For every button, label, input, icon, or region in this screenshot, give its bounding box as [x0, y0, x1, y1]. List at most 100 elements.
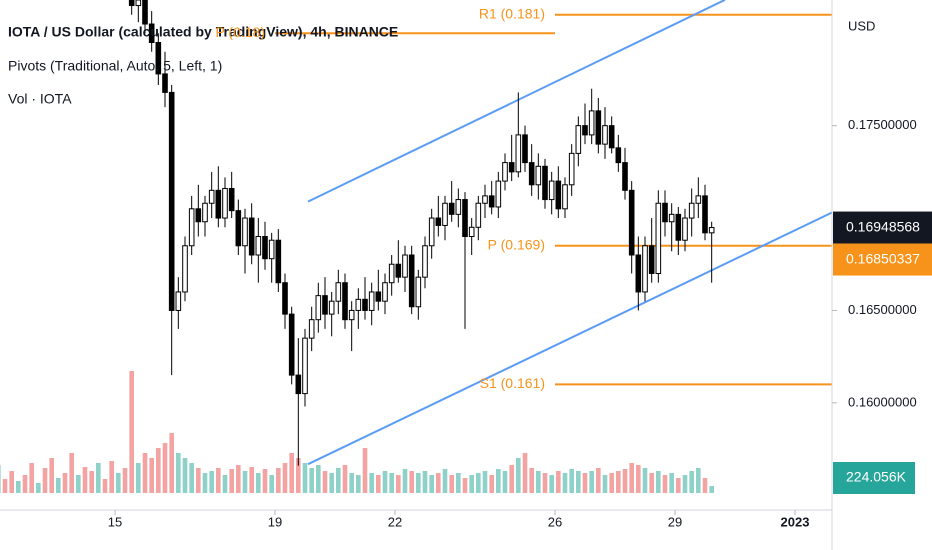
volume-bar	[116, 473, 121, 493]
candle-body	[648, 245, 655, 274]
volume-bar	[262, 469, 268, 493]
volume-bar	[362, 448, 368, 493]
candle-body	[135, 0, 142, 7]
volume-bar	[242, 471, 248, 493]
candle-body	[388, 263, 395, 284]
candle-body	[168, 91, 175, 311]
candle-body	[348, 309, 355, 321]
volume-bar	[569, 469, 574, 493]
volume-bar	[289, 453, 294, 493]
volume-bar	[149, 458, 154, 493]
volume-bar	[176, 453, 181, 493]
volume-bar	[556, 471, 561, 493]
volume-bar	[676, 478, 681, 493]
candle-body	[588, 110, 595, 136]
y-tick-label: 0.16500000	[848, 302, 917, 317]
candle-body	[675, 213, 682, 241]
volume-bar	[576, 471, 581, 493]
candle-body	[468, 226, 475, 238]
candle-body	[515, 134, 522, 173]
volume-bar	[222, 475, 228, 493]
volume-bar	[549, 475, 554, 493]
candle-body	[422, 245, 428, 278]
volume-bar	[129, 371, 134, 493]
volume-bar	[516, 458, 521, 493]
trendline	[307, 211, 832, 466]
volume-bar	[16, 481, 21, 493]
volume-bar	[402, 469, 408, 493]
candle-body	[182, 245, 188, 293]
volume-bar	[62, 473, 68, 493]
volume-bar	[96, 463, 101, 493]
x-tick-label: 19	[268, 514, 282, 529]
plot-area	[0, 0, 832, 493]
volume-bar	[49, 458, 54, 493]
volume-bar	[82, 467, 88, 493]
volume-bar	[162, 443, 168, 493]
volume-bar	[449, 475, 454, 493]
chart-title: IOTA / US Dollar (calculated by TradingV…	[8, 24, 398, 40]
pivot-label: R1 (0.181)	[479, 5, 545, 21]
y-tick-label: 0.17500000	[848, 117, 917, 132]
volume-bar	[709, 485, 714, 493]
last-price-box	[833, 211, 932, 244]
candle-body	[148, 23, 155, 43]
volume-bar	[369, 473, 374, 493]
candle-body	[188, 208, 195, 247]
pivot-price-label: 0.16850337	[846, 250, 920, 266]
volume-bar	[142, 453, 148, 493]
volume-bar	[122, 468, 128, 493]
candle-body	[162, 73, 168, 93]
volume-bar	[302, 463, 308, 493]
candle-body	[555, 180, 562, 210]
x-tick-label: 15	[108, 514, 122, 529]
volume-bar	[702, 478, 708, 493]
candle-body	[522, 134, 528, 164]
volume-bar	[109, 461, 114, 493]
volume-bar	[276, 468, 281, 493]
volume-bar	[169, 433, 174, 493]
candle-body	[128, 0, 135, 7]
candle-body	[395, 263, 402, 278]
volume-bar	[296, 458, 301, 493]
volume-bar	[469, 475, 474, 493]
volume-bar	[629, 463, 634, 493]
candle-body	[668, 213, 675, 223]
candle-body	[295, 374, 302, 395]
candle-body	[682, 217, 688, 241]
volume-bar	[56, 478, 61, 493]
volume-bar	[489, 475, 494, 493]
candle-body	[695, 195, 702, 204]
candle-body	[448, 202, 455, 215]
volume-bar	[329, 473, 334, 493]
volume-bar	[249, 467, 254, 493]
candle-body	[542, 165, 548, 201]
candle-body	[628, 189, 635, 256]
candle-body	[242, 217, 248, 247]
volume-bar	[229, 469, 234, 493]
volume-bar	[389, 473, 394, 493]
candle-body	[642, 245, 648, 293]
candle-body	[508, 162, 515, 173]
candle-body	[428, 217, 435, 247]
candle-body	[562, 184, 568, 210]
volume-bar	[22, 475, 28, 493]
candle-body	[622, 162, 628, 191]
volume-bar	[436, 473, 441, 493]
volume-bar	[656, 471, 661, 493]
candle-body	[202, 202, 208, 223]
candle-body	[635, 254, 642, 293]
candle-body	[155, 42, 162, 75]
candle-body	[708, 227, 715, 234]
volume-bar	[442, 469, 448, 493]
volume-bar	[589, 471, 594, 493]
candle-body	[402, 254, 408, 278]
volume-bar	[76, 475, 81, 493]
volume-bar	[462, 478, 468, 493]
volume-bar	[609, 473, 614, 493]
candle-body	[262, 236, 268, 260]
volume-bar	[642, 468, 648, 493]
candle-body	[702, 195, 708, 234]
volume-bar	[182, 458, 188, 493]
